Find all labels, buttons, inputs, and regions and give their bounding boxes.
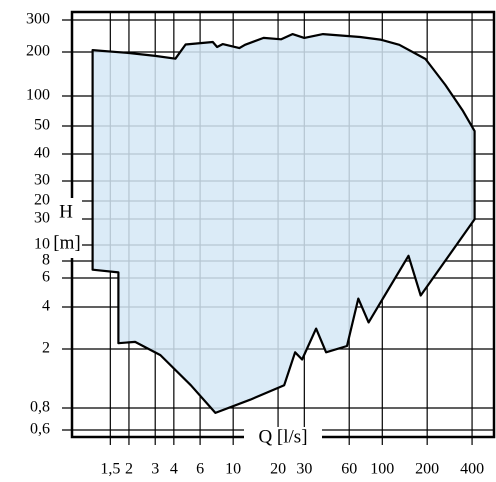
y-tick-label: 300	[26, 11, 50, 28]
plot-area	[91, 32, 476, 414]
x-tick-label: 10	[225, 461, 241, 478]
y-tick-label: 0,6	[30, 421, 50, 438]
y-tick-label: 4	[42, 298, 50, 315]
x-tick-label: 6	[196, 461, 204, 478]
x-tick-label: 2	[125, 461, 133, 478]
y-tick-label: 20	[34, 192, 50, 209]
x-tick-label: 3	[151, 461, 159, 478]
x-tick-label: 4	[170, 461, 178, 478]
y-tick-label: 30	[34, 172, 50, 189]
y-tick-label: 40	[34, 145, 50, 162]
operating-range	[91, 32, 476, 414]
y-tick-label: 8	[42, 252, 50, 269]
x-tick-label: 1,5	[100, 461, 120, 478]
x-tick-label: 30	[296, 461, 312, 478]
x-label-bg	[244, 427, 322, 449]
y-tick-label: 10	[34, 236, 50, 253]
y-axis-title: H	[59, 201, 73, 222]
x-tick-label: 400	[460, 461, 484, 478]
x-axis-title: Q [l/s]	[258, 426, 307, 447]
x-tick-label: 100	[370, 461, 394, 478]
x-tick-label: 200	[415, 461, 439, 478]
y-tick-label: 200	[26, 43, 50, 60]
y-tick-label: 50	[34, 117, 50, 134]
x-tick-label: 20	[270, 461, 286, 478]
y-tick-label: 100	[26, 87, 50, 104]
y-label-bg	[52, 198, 82, 258]
y-tick-label: 0,8	[30, 399, 50, 416]
y-axis-unit: [m]	[53, 232, 80, 253]
y-tick-label: 30	[34, 210, 50, 227]
y-tick-label: 6	[42, 269, 50, 286]
y-tick-label: 2	[42, 340, 50, 357]
x-tick-label: 60	[341, 461, 357, 478]
